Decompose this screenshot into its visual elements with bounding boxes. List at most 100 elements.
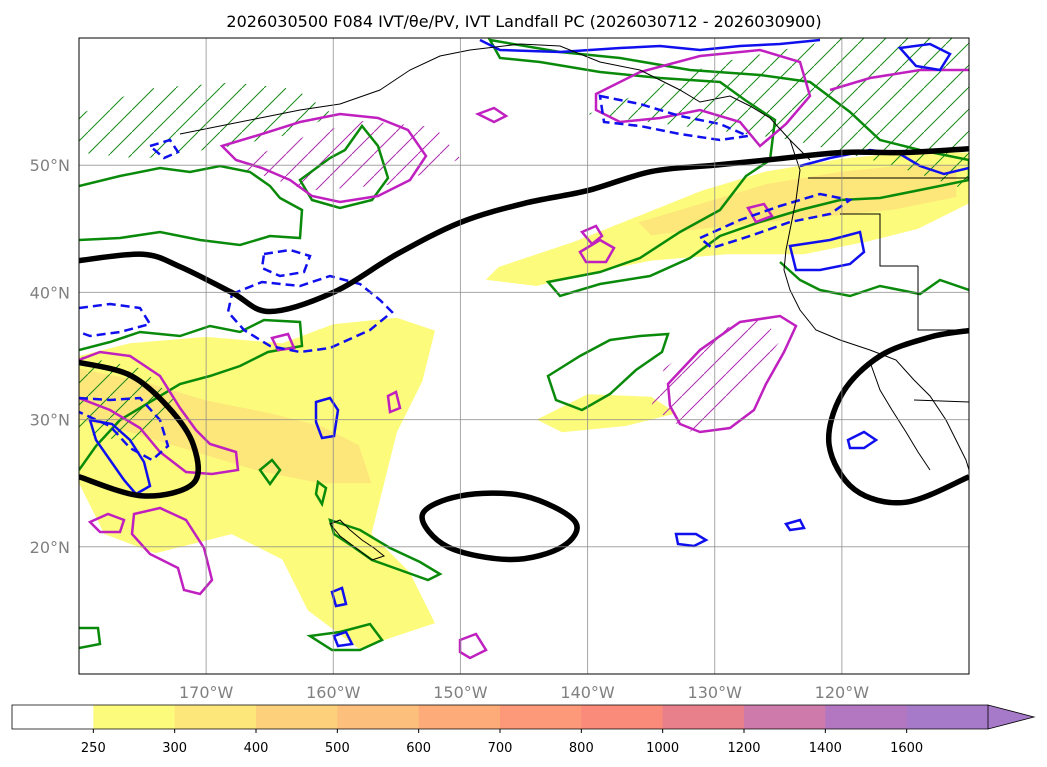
green-pv-contours bbox=[79, 38, 969, 652]
coastline-hawaii bbox=[329, 519, 386, 561]
colorbar-segment bbox=[906, 705, 989, 729]
gridlines bbox=[79, 38, 969, 674]
colorbar-tick-label: 1000 bbox=[646, 741, 679, 756]
colorbar-extend-arrow bbox=[987, 704, 1036, 730]
blue-dashed-contour-small bbox=[147, 138, 180, 160]
colorbar-tick-label: 1200 bbox=[727, 741, 760, 756]
magenta-contour-small-5 bbox=[386, 390, 402, 414]
magenta-contour-subtropical bbox=[666, 314, 798, 434]
blue-dashed-contours bbox=[79, 94, 854, 462]
green-contour-southwest bbox=[79, 626, 102, 650]
magenta-contour-small-1 bbox=[87, 512, 126, 534]
colorbar-segment bbox=[662, 705, 745, 729]
green-contour-south bbox=[306, 622, 384, 652]
magenta-contour-small-4 bbox=[578, 238, 616, 264]
blue-contour-small-5 bbox=[846, 430, 879, 450]
border-us-mexico bbox=[913, 399, 969, 403]
theta-e-east-loop bbox=[825, 327, 969, 506]
longitude-tick-labels: 170°W 160°W 150°W 140°W 130°W 120°W bbox=[179, 683, 869, 702]
green-contour-small-1 bbox=[258, 458, 282, 487]
chart-title: 2026030500 F084 IVT/θe/PV, IVT Landfall … bbox=[226, 12, 821, 31]
ivt-fill-central-patch bbox=[536, 394, 677, 433]
lon-tick-label: 130°W bbox=[688, 683, 743, 702]
theta-e-central-loop bbox=[419, 490, 580, 563]
blue-contour-small-2 bbox=[674, 532, 709, 548]
state-border-1 bbox=[840, 213, 918, 267]
colorbar-tick-label: 700 bbox=[488, 741, 513, 756]
lon-tick-label: 120°W bbox=[815, 683, 870, 702]
colorbar-segment bbox=[418, 705, 501, 729]
coastline-baja bbox=[869, 361, 931, 471]
blue-contour-small-3 bbox=[784, 518, 806, 532]
lat-tick-label: 50°N bbox=[30, 156, 70, 175]
magenta-contour-small-8 bbox=[746, 202, 774, 224]
colorbar-segment bbox=[337, 705, 420, 729]
coastline-alaska bbox=[179, 43, 811, 161]
lat-tick-label: 30°N bbox=[30, 411, 70, 430]
colorbar-segment bbox=[744, 705, 826, 729]
blue-dashed-contour-nw bbox=[260, 248, 312, 278]
theta-e-contours bbox=[79, 145, 969, 563]
magenta-pv-contours bbox=[79, 48, 969, 660]
colorbar-segment bbox=[500, 705, 582, 729]
blue-contour-west-solid bbox=[88, 418, 152, 496]
green-contour-tropical bbox=[328, 518, 443, 582]
blue-contours bbox=[88, 38, 969, 648]
colorbar-tick-label: 400 bbox=[244, 741, 269, 756]
magenta-contour-east bbox=[829, 68, 969, 92]
blue-dashed-contour-central bbox=[226, 274, 394, 354]
colorbar: 250 300 400 500 600 700 800 1000 1200 1400 1600 bbox=[11, 704, 1036, 756]
colorbar-segment bbox=[581, 705, 664, 729]
colorbar-segment bbox=[93, 705, 176, 729]
blue-dashed-contour-west bbox=[79, 302, 152, 338]
colorbar-segment bbox=[256, 705, 338, 729]
magenta-contour-small-6 bbox=[474, 106, 509, 124]
green-contour-northwest bbox=[79, 164, 304, 247]
map-frame bbox=[78, 37, 970, 675]
colorbar-segment bbox=[12, 705, 94, 729]
magenta-contour-southwest bbox=[130, 506, 214, 596]
coastlines bbox=[179, 43, 969, 561]
colorbar-tick-label: 300 bbox=[162, 741, 187, 756]
theta-e-north-main bbox=[79, 145, 969, 315]
magenta-contour-small-3 bbox=[579, 224, 604, 246]
magenta-contour-north-central bbox=[219, 112, 428, 204]
colorbar-tick-label: 1400 bbox=[809, 741, 842, 756]
blue-contour-small-1 bbox=[314, 396, 340, 440]
theta-e-west-loop bbox=[79, 359, 202, 499]
green-contour-northeast-strip bbox=[487, 38, 969, 298]
lat-tick-label: 20°N bbox=[30, 538, 70, 557]
blue-contour-small-6 bbox=[330, 586, 348, 608]
colorbar-segment bbox=[825, 705, 908, 729]
map-area bbox=[79, 38, 969, 674]
green-contour-north-central bbox=[298, 123, 390, 210]
colorbar-segment bbox=[174, 705, 257, 729]
lon-tick-label: 160°W bbox=[306, 683, 361, 702]
colorbar-tick-label: 250 bbox=[81, 741, 106, 756]
green-contour-east-coast bbox=[779, 261, 969, 298]
magenta-contour-northeast bbox=[594, 48, 812, 148]
coastline-north-america-west bbox=[783, 139, 969, 471]
pv-hatch-north-central bbox=[231, 120, 461, 191]
blue-contour-east-solid-2 bbox=[897, 42, 952, 72]
blue-dashed-contour-east bbox=[697, 192, 854, 250]
blue-dashed-contour-subtropical bbox=[79, 396, 170, 462]
blue-contour-small-4 bbox=[332, 630, 354, 648]
magenta-contour-small-7 bbox=[270, 332, 296, 352]
green-contour-central bbox=[546, 332, 670, 412]
colorbar-tick-label: 1600 bbox=[890, 741, 923, 756]
blue-contour-north-solid bbox=[479, 38, 821, 54]
lon-tick-label: 170°W bbox=[179, 683, 234, 702]
magenta-contour-west bbox=[79, 350, 240, 476]
latitude-tick-labels: 20°N 30°N 40°N 50°N bbox=[30, 156, 70, 557]
colorbar-tick-label: 500 bbox=[325, 741, 350, 756]
lat-tick-label: 40°N bbox=[30, 283, 70, 302]
lon-tick-label: 150°W bbox=[433, 683, 488, 702]
green-contour-small-2 bbox=[314, 479, 328, 508]
colorbar-tick-label: 800 bbox=[569, 741, 594, 756]
blue-dashed-contour-north bbox=[598, 94, 753, 142]
green-contour-west-subtropical bbox=[79, 318, 304, 471]
colorbar-tick-label: 600 bbox=[406, 741, 431, 756]
blue-contour-east-solid bbox=[788, 230, 866, 272]
